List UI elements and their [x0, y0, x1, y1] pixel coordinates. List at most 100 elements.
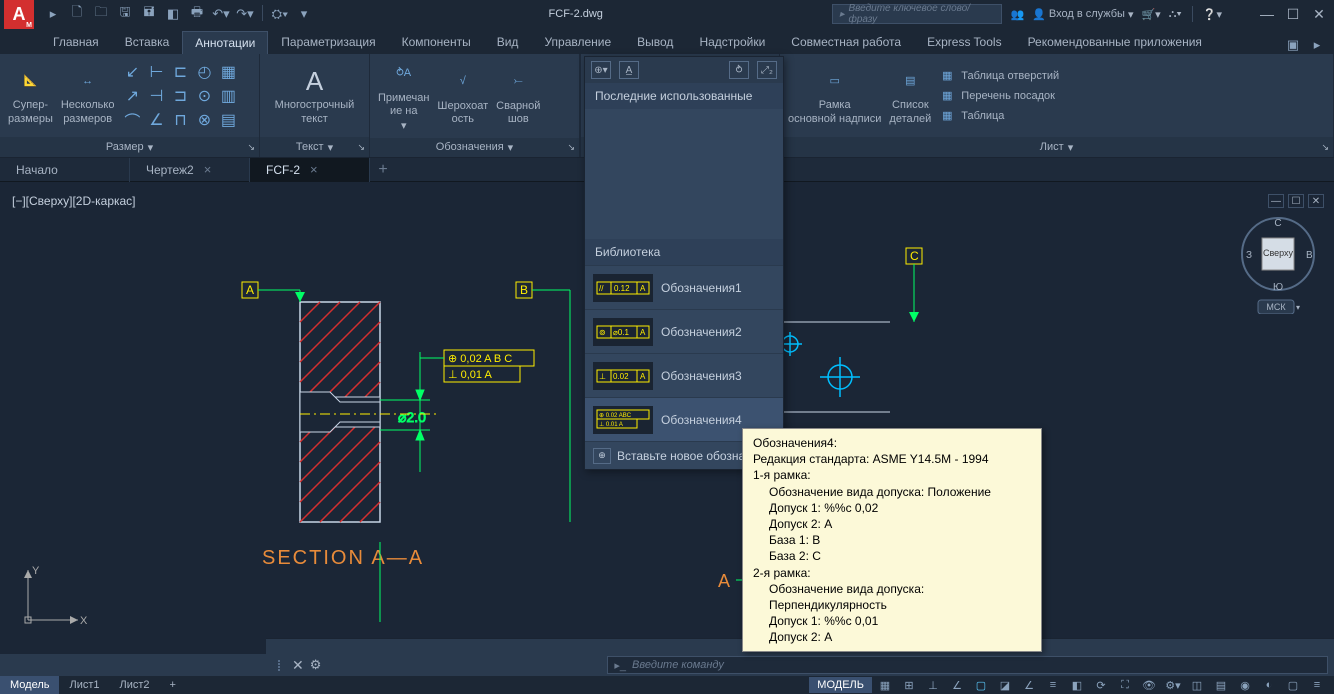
add-tab-button[interactable]: +	[370, 161, 396, 179]
command-input[interactable]: ▸_Введите команду	[607, 656, 1328, 674]
otrack-icon[interactable]: ∠	[1018, 677, 1040, 693]
maximize-button[interactable]: ☐	[1284, 6, 1302, 22]
close-icon[interactable]: ×	[310, 162, 318, 177]
exchange-icon[interactable]: 🛒▾	[1141, 8, 1160, 21]
tab-express[interactable]: Express Tools	[914, 30, 1014, 54]
dim-tool-icon[interactable]: ∠	[146, 110, 166, 130]
fcf-leader-button[interactable]: ⥁	[729, 61, 749, 79]
osnap-icon[interactable]: ▢	[970, 677, 992, 693]
dim-tool-icon[interactable]: ⊐	[170, 86, 190, 106]
close-button[interactable]: ✕	[1310, 6, 1328, 22]
dim-tool-icon[interactable]: ⊗	[194, 110, 214, 130]
dim-tool-icon[interactable]: ▤	[218, 110, 238, 130]
cmd-options-icon[interactable]: ⚙	[310, 657, 322, 673]
new-icon[interactable]: ▸	[44, 5, 62, 23]
search-input[interactable]: ▸Введите ключевое слово/фразу	[832, 4, 1002, 24]
file-tab-start[interactable]: Начало	[0, 158, 130, 182]
table-button[interactable]: ▦Таблица	[939, 108, 1059, 124]
login-button[interactable]: 👤 Вход в службы▾	[1032, 8, 1133, 21]
undo-icon[interactable]: ↶▾	[212, 5, 230, 23]
dim-tool-icon[interactable]: ◴	[194, 62, 214, 82]
ortho-icon[interactable]: ⊥	[922, 677, 944, 693]
autodesk-icon[interactable]: ⛬▾	[1169, 8, 1182, 21]
tab-manage[interactable]: Управление	[531, 30, 624, 54]
weld-button[interactable]: ⤚Сварной шов	[496, 66, 540, 126]
new-doc-icon[interactable]: 🗋	[68, 5, 86, 23]
tab-addons[interactable]: Надстройки	[686, 30, 778, 54]
multi-dim-button[interactable]: ↔Несколько размеров	[61, 65, 115, 125]
panel-label[interactable]: Размер ▾↘	[0, 137, 259, 157]
redo-icon[interactable]: ↷▾	[236, 5, 254, 23]
tab-home[interactable]: Главная	[40, 30, 112, 54]
file-tab-fcf2[interactable]: FCF-2×	[250, 158, 370, 182]
note-button[interactable]: ⥁AПримечан ие на▾	[378, 58, 429, 134]
parts-list-button[interactable]: ▤Список деталей	[889, 65, 931, 125]
tab-components[interactable]: Компоненты	[389, 30, 484, 54]
workspace-icon[interactable]: ⚙▾	[1162, 677, 1184, 693]
fcf-datum-button[interactable]: A̲	[619, 61, 639, 79]
status-tab-model[interactable]: Модель	[0, 676, 59, 694]
library-item[interactable]: ⊚⌀0.1A Обозначения2	[585, 309, 783, 353]
dim-tool-icon[interactable]: ▦	[218, 62, 238, 82]
dim-tool-icon[interactable]: ⊓	[170, 110, 190, 130]
share-icon[interactable]: 👥	[1010, 8, 1024, 21]
dim-tool-icon[interactable]: ⊏	[170, 62, 190, 82]
insert-new-icon[interactable]: ⊕	[593, 448, 611, 464]
units-icon[interactable]: ◫	[1186, 677, 1208, 693]
isolate-icon[interactable]: ◉	[1234, 677, 1256, 693]
web-icon[interactable]: ◧	[164, 5, 182, 23]
tab-apps[interactable]: Рекомендованные приложения	[1015, 30, 1215, 54]
polar-icon[interactable]: ∠	[946, 677, 968, 693]
drag-handle-icon[interactable]	[278, 660, 286, 671]
add-layout-button[interactable]: +	[160, 676, 186, 694]
hwaccel-icon[interactable]: ◐	[1258, 677, 1280, 693]
lineweight-icon[interactable]: ≡	[1042, 677, 1064, 693]
tab-annotations[interactable]: Аннотации	[182, 31, 268, 54]
minimize-button[interactable]: ―	[1258, 6, 1276, 22]
tab-extra1-icon[interactable]: ▣	[1284, 36, 1302, 54]
qprops-icon[interactable]: ▤	[1210, 677, 1232, 693]
grid-icon[interactable]: ▦	[874, 677, 896, 693]
open-icon[interactable]: 🗀	[92, 5, 110, 23]
plot-icon[interactable]: 🖶	[188, 5, 206, 23]
fit-list-button[interactable]: ▦Перечень посадок	[939, 88, 1059, 104]
annovis-icon[interactable]: 👁	[1138, 677, 1160, 693]
close-icon[interactable]: ×	[204, 162, 212, 177]
super-dim-button[interactable]: 📐Супер- размеры	[8, 65, 53, 125]
tab-extra2-icon[interactable]: ▸	[1308, 36, 1326, 54]
viewcube[interactable]: Сверху С З В Ю МСК ▾	[1238, 214, 1318, 294]
dim-tool-icon[interactable]: ↙	[122, 62, 142, 82]
panel-label[interactable]: Обозначения ▾↘	[370, 138, 579, 157]
dim-tool-icon[interactable]: ▥	[218, 86, 238, 106]
fcf-symbol-button[interactable]: ⊕▾	[591, 61, 611, 79]
library-item[interactable]: //0.12A Обозначения1	[585, 265, 783, 309]
transparency-icon[interactable]: ◧	[1066, 677, 1088, 693]
tab-insert[interactable]: Вставка	[112, 30, 183, 54]
dim-tool-icon[interactable]: ⊙	[194, 86, 214, 106]
cycling-icon[interactable]: ⟳	[1090, 677, 1112, 693]
dim-tool-icon[interactable]: ⌒	[122, 110, 142, 130]
status-tab-layout2[interactable]: Лист2	[110, 676, 160, 694]
fcf-edge-button[interactable]: ⤢₂	[757, 61, 777, 79]
tab-view[interactable]: Вид	[484, 30, 532, 54]
cleanscreen-icon[interactable]: ▢	[1282, 677, 1304, 693]
status-model-label[interactable]: МОДЕЛЬ	[809, 677, 872, 693]
dim-tool-icon[interactable]: ⊢	[146, 62, 166, 82]
save-icon[interactable]: 🖫	[116, 5, 134, 23]
library-item[interactable]: ⊥0.02A Обозначения3	[585, 353, 783, 397]
panel-label[interactable]: Лист ▾↘	[780, 137, 1333, 157]
tab-parametric[interactable]: Параметризация	[268, 30, 388, 54]
mtext-button[interactable]: AМногострочный текст	[275, 65, 355, 125]
panel-label[interactable]: Текст ▾↘	[260, 137, 369, 157]
tab-output[interactable]: Вывод	[624, 30, 686, 54]
frame-button[interactable]: ▭Рамка основной надписи	[788, 65, 881, 125]
dim-tool-icon[interactable]: ⊣	[146, 86, 166, 106]
snap-icon[interactable]: ⊞	[898, 677, 920, 693]
customize-icon[interactable]: ≡	[1306, 677, 1328, 693]
status-tab-layout1[interactable]: Лист1	[59, 676, 109, 694]
insert-new-label[interactable]: Вставьте новое обозна	[617, 449, 745, 463]
app-icon[interactable]: A	[4, 0, 34, 29]
qat-more-icon[interactable]: ▾	[295, 5, 313, 23]
tab-collab[interactable]: Совместная работа	[778, 30, 914, 54]
dim-tool-icon[interactable]: ↗	[122, 86, 142, 106]
